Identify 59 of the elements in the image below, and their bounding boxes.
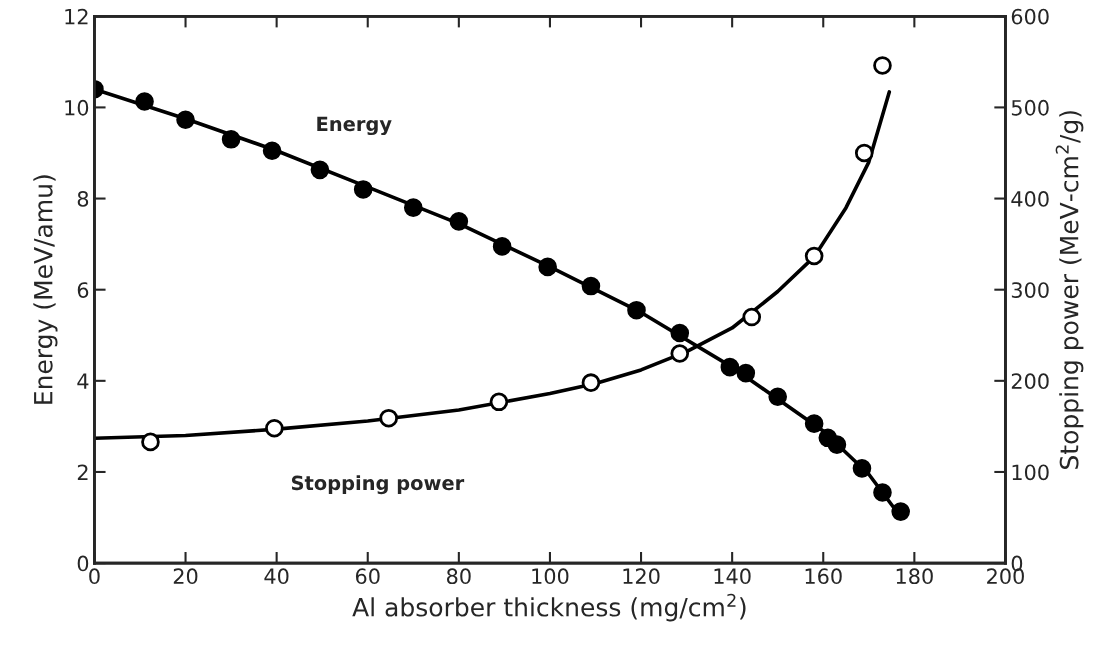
x-tick-label: 40 xyxy=(264,568,289,585)
text: Stopping power xyxy=(291,475,465,495)
point xyxy=(489,392,509,412)
point xyxy=(221,130,241,149)
y2-tick-label: 200 xyxy=(1011,373,1049,390)
y2-tick-label: 400 xyxy=(1011,191,1049,207)
series-label: Energy xyxy=(317,116,392,136)
point xyxy=(581,373,601,392)
point xyxy=(804,246,824,266)
point xyxy=(852,459,872,478)
point xyxy=(265,418,284,438)
point xyxy=(176,110,195,130)
point xyxy=(670,323,690,343)
point xyxy=(736,363,756,383)
point xyxy=(742,307,762,327)
x-axis-title: Al absorber thickness (mg/cm$^{2}$) xyxy=(352,593,746,622)
x-tick-label: 0 xyxy=(89,568,100,585)
point xyxy=(262,141,282,161)
y-tick-label: 6 xyxy=(77,282,89,298)
point xyxy=(379,408,398,428)
y-tick-label: 12 xyxy=(65,8,88,25)
point xyxy=(827,435,847,454)
x-tick-label: 160 xyxy=(805,568,842,585)
x-tick-label: 140 xyxy=(714,568,751,585)
point xyxy=(310,160,330,180)
point xyxy=(854,143,874,163)
point xyxy=(353,180,373,199)
y2-tick-label: 100 xyxy=(1012,464,1049,481)
x-tick-label: 100 xyxy=(532,568,569,585)
point xyxy=(492,237,512,256)
y-tick-label: 4 xyxy=(77,373,89,389)
x-tick-label: 180 xyxy=(896,568,933,585)
point xyxy=(627,300,646,320)
x-tick-label: 80 xyxy=(447,568,471,585)
x-tick-label: 60 xyxy=(355,568,380,585)
point xyxy=(768,387,788,407)
y2-axis-title: Stopping power (MeV-cm$^{2}$/g) xyxy=(1055,111,1084,469)
y2-tick-label: 600 xyxy=(1011,8,1049,25)
point xyxy=(135,92,154,111)
y-tick-label: 10 xyxy=(65,99,89,116)
point xyxy=(873,56,892,75)
point xyxy=(403,198,423,217)
point xyxy=(538,257,557,277)
point xyxy=(720,357,740,377)
y2-tick-label: 300 xyxy=(1011,282,1049,298)
x-tick-label: 20 xyxy=(173,568,198,585)
y-tick-label: 2 xyxy=(77,464,88,480)
y-axis-title: Energy (MeV/amu) xyxy=(33,175,58,404)
y-tick-label: 0 xyxy=(77,555,89,572)
point xyxy=(804,414,824,433)
y-tick-label: 8 xyxy=(77,191,89,207)
point xyxy=(449,212,469,231)
point xyxy=(141,432,160,452)
y2-tick-label: 500 xyxy=(1011,99,1049,116)
point xyxy=(873,483,892,502)
point xyxy=(891,502,910,521)
point xyxy=(581,276,601,296)
point xyxy=(670,344,690,363)
x-tick-label: 120 xyxy=(623,568,660,585)
